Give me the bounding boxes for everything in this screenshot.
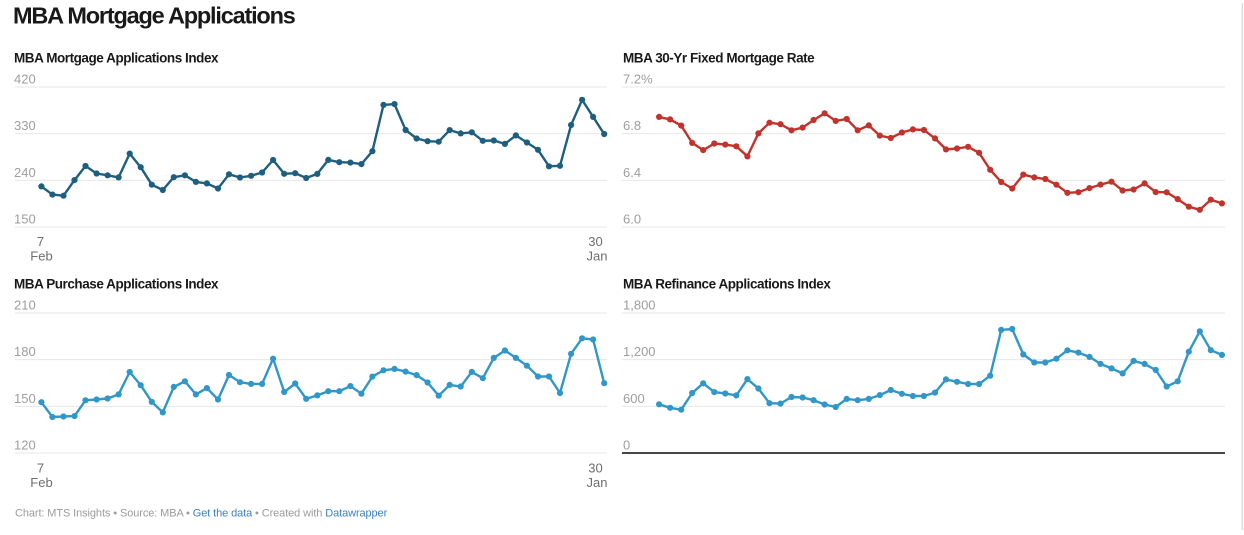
svg-text:1,200: 1,200 [623,344,656,359]
svg-text:MBA 30-Yr Fixed Mortgage Rate: MBA 30-Yr Fixed Mortgage Rate [623,51,815,66]
svg-text:6.8: 6.8 [623,118,641,133]
svg-text:600: 600 [623,391,645,406]
svg-text:7: 7 [37,461,44,476]
svg-text:330: 330 [14,118,36,133]
svg-text:30: 30 [588,234,602,249]
svg-text:Feb: Feb [30,249,52,264]
svg-text:210: 210 [14,298,36,313]
svg-text:420: 420 [14,72,36,87]
svg-text:180: 180 [14,344,36,359]
svg-text:Jan: Jan [587,249,608,264]
svg-text:1,800: 1,800 [623,298,656,313]
svg-text:7.2%: 7.2% [623,72,653,87]
svg-text:0: 0 [623,438,630,453]
svg-text:240: 240 [14,165,36,180]
svg-text:MBA Purchase Applications Inde: MBA Purchase Applications Index [14,277,219,292]
svg-text:MBA Mortgage Applications Inde: MBA Mortgage Applications Index [14,51,219,66]
svg-text:Feb: Feb [30,475,52,490]
svg-text:MBA Mortgage Applications: MBA Mortgage Applications [13,3,296,29]
svg-text:30: 30 [588,461,602,476]
svg-text:Jan: Jan [587,475,608,490]
svg-text:150: 150 [14,212,36,227]
svg-text:MBA Refinance Applications Ind: MBA Refinance Applications Index [623,277,831,292]
svg-text:6.0: 6.0 [623,212,641,227]
svg-text:7: 7 [37,234,44,249]
svg-text:Chart: MTS Insights • Source:: Chart: MTS Insights • Source: MBA • Get … [15,508,388,520]
svg-text:6.4: 6.4 [623,165,641,180]
svg-text:150: 150 [14,391,36,406]
svg-text:120: 120 [14,438,36,453]
